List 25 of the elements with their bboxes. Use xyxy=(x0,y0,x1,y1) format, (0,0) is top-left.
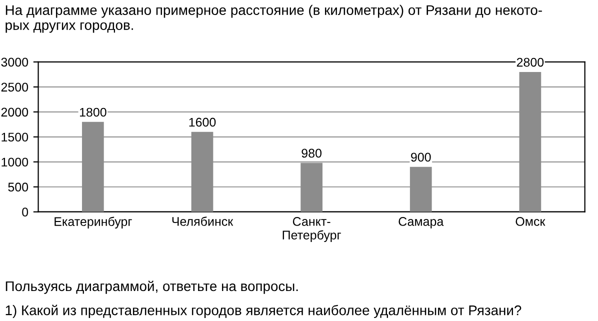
bar xyxy=(82,122,104,212)
data-label: 1800 xyxy=(80,108,106,117)
bar xyxy=(191,132,214,212)
y-tick-label: 1000 xyxy=(2,158,28,167)
y-tick-label: 3000 xyxy=(1,58,28,67)
data-label: 900 xyxy=(411,152,431,162)
text: 1) Какой из представленных городов является наиболее удалённым от Рязани? xyxy=(6,304,522,318)
bar xyxy=(410,166,432,212)
data-label: 980 xyxy=(302,148,322,158)
y-tick-label: 500 xyxy=(8,182,28,192)
x-tick-label: Челябинск xyxy=(172,216,234,226)
x-tick-label: Самара xyxy=(398,217,444,228)
bar xyxy=(300,162,322,212)
data-label: 2800 xyxy=(516,58,544,67)
y-tick-label: 2500 xyxy=(1,82,28,92)
x-tick-label: Санкт- Петербург xyxy=(282,217,341,242)
chart-title: На диаграмме указано примерное расстояние (в километрах) от Рязани до некото- рых других городов. xyxy=(6,4,542,33)
x-tick-label: Екатеринбург xyxy=(54,216,132,228)
y-tick-label: 0 xyxy=(22,208,28,217)
y-tick-label: 1500 xyxy=(2,132,28,142)
y-tick-label: 2000 xyxy=(1,108,28,117)
x-tick-label: Омск xyxy=(516,217,546,226)
bar xyxy=(519,72,542,212)
data-label: 1600 xyxy=(189,118,216,127)
text: Пользуясь диаграммой, ответьте на вопросы. xyxy=(6,280,298,294)
